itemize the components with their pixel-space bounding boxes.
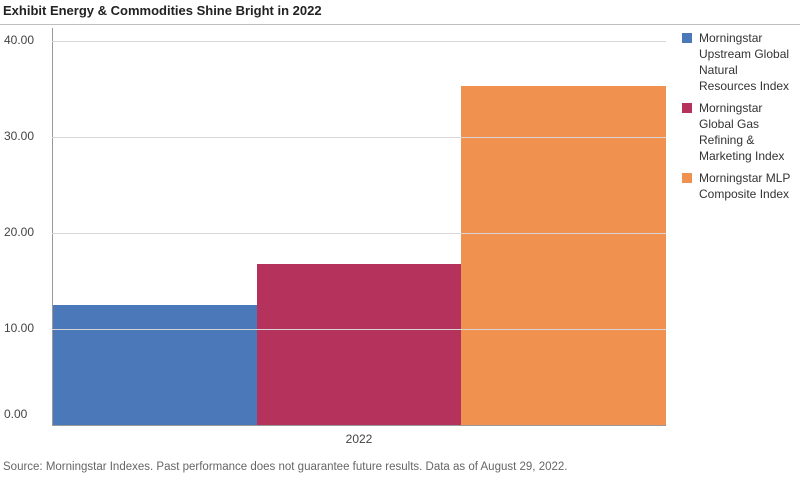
- legend-item-gas-refining: Morningstar Global Gas Refining & Market…: [682, 100, 798, 164]
- y-tick-label: 20.00: [4, 225, 35, 239]
- gridline: [52, 137, 666, 138]
- y-tick-label: 40.00: [4, 33, 35, 47]
- legend-label: Morningstar Upstream Global Natural Reso…: [699, 31, 790, 93]
- bar-upstream-global-natural-resources: [52, 305, 257, 425]
- x-tick-label: 2022: [345, 432, 373, 446]
- legend-swatch: [682, 103, 692, 113]
- y-axis-line: [52, 28, 53, 425]
- legend-label: Morningstar MLP Composite Index: [699, 171, 791, 201]
- gridline: [52, 41, 666, 42]
- y-tick-label: 0.00: [4, 407, 28, 421]
- y-tick-label: 10.00: [4, 321, 35, 335]
- chart-title: Exhibit Energy & Commodities Shine Brigh…: [3, 3, 322, 18]
- legend-item-mlp: Morningstar MLP Composite Index: [682, 170, 798, 202]
- legend-swatch: [682, 173, 692, 183]
- legend: Morningstar Upstream Global Natural Reso…: [682, 30, 798, 208]
- x-axis-line: [52, 425, 666, 426]
- gridline: [52, 329, 666, 330]
- gridline: [52, 233, 666, 234]
- bar-mlp-composite: [461, 86, 666, 425]
- y-tick-label: 30.00: [4, 129, 35, 143]
- legend-swatch: [682, 33, 692, 43]
- title-divider: [0, 24, 800, 25]
- legend-label: Morningstar Global Gas Refining & Market…: [699, 101, 785, 163]
- bar-global-gas-refining-marketing: [256, 263, 462, 425]
- legend-item-upstream: Morningstar Upstream Global Natural Reso…: [682, 30, 798, 94]
- source-note: Source: Morningstar Indexes. Past perfor…: [3, 461, 568, 473]
